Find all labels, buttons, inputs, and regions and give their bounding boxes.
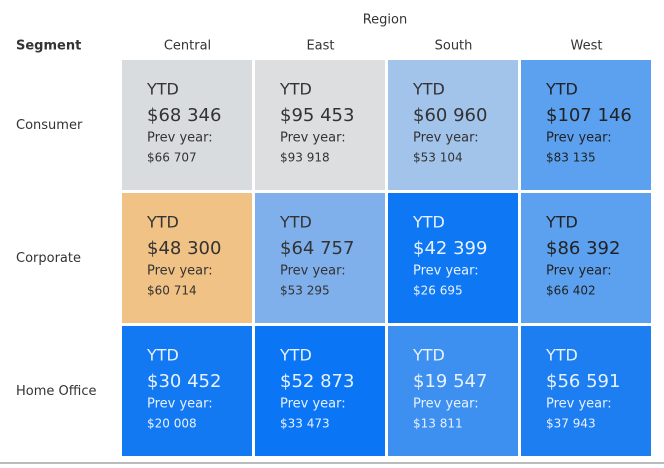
ytd-value: $19 547	[413, 371, 487, 392]
ytd-value: $107 146	[546, 105, 632, 126]
prev-value: $20 008	[147, 417, 197, 431]
ytd-value: $64 757	[280, 238, 354, 259]
ytd-label: YTD	[545, 346, 578, 365]
ytd-label: YTD	[146, 346, 179, 365]
cell	[388, 326, 518, 456]
cell	[388, 193, 518, 323]
prev-label: Prev year:	[280, 131, 346, 146]
prev-label: Prev year:	[413, 397, 479, 412]
cell	[521, 326, 651, 456]
prev-value: $66 402	[546, 284, 596, 298]
prev-value: $26 695	[413, 284, 463, 298]
prev-value: $33 473	[280, 417, 330, 431]
cell	[122, 193, 252, 323]
cell	[255, 60, 385, 190]
ytd-label: YTD	[279, 213, 312, 232]
prev-label: Prev year:	[147, 397, 213, 412]
cell	[122, 326, 252, 456]
cell	[521, 193, 651, 323]
ytd-value: $68 346	[147, 105, 221, 126]
prev-label: Prev year:	[413, 264, 479, 279]
ytd-value: $48 300	[147, 238, 221, 259]
cell	[521, 60, 651, 190]
ytd-label: YTD	[146, 213, 179, 232]
prev-value: $13 811	[413, 417, 463, 431]
ytd-label: YTD	[412, 346, 445, 365]
prev-label: Prev year:	[546, 131, 612, 146]
prev-value: $60 714	[147, 284, 197, 298]
prev-label: Prev year:	[280, 264, 346, 279]
row-header: Home Office	[16, 384, 96, 399]
prev-label: Prev year:	[546, 397, 612, 412]
cell	[122, 60, 252, 190]
prev-label: Prev year:	[413, 131, 479, 146]
cell	[255, 193, 385, 323]
prev-label: Prev year:	[280, 397, 346, 412]
prev-value: $53 104	[413, 151, 463, 165]
ytd-label: YTD	[279, 80, 312, 99]
prev-value: $83 135	[546, 151, 596, 165]
ytd-label: YTD	[279, 346, 312, 365]
prev-label: Prev year:	[546, 264, 612, 279]
column-header: West	[571, 39, 603, 54]
ytd-value: $42 399	[413, 238, 487, 259]
ytd-value: $86 392	[546, 238, 620, 259]
ytd-label: YTD	[545, 213, 578, 232]
column-title: Region	[363, 13, 408, 28]
ytd-label: YTD	[545, 80, 578, 99]
row-header: Consumer	[16, 118, 83, 133]
prev-label: Prev year:	[147, 131, 213, 146]
column-header: East	[306, 39, 334, 54]
ytd-value: $60 960	[413, 105, 487, 126]
column-header: South	[435, 39, 473, 54]
ytd-value: $52 873	[280, 371, 354, 392]
row-header: Corporate	[16, 251, 81, 266]
prev-value: $37 943	[546, 417, 596, 431]
ytd-value: $30 452	[147, 371, 221, 392]
prev-value: $93 918	[280, 151, 330, 165]
ytd-value: $95 453	[280, 105, 354, 126]
ytd-label: YTD	[412, 213, 445, 232]
ytd-label: YTD	[146, 80, 179, 99]
prev-value: $66 707	[147, 151, 197, 165]
row-title: Segment	[16, 39, 81, 54]
column-header: Central	[164, 39, 211, 54]
ytd-label: YTD	[412, 80, 445, 99]
prev-label: Prev year:	[147, 264, 213, 279]
cell	[255, 326, 385, 456]
cell	[388, 60, 518, 190]
ytd-value: $56 591	[546, 371, 620, 392]
prev-value: $53 295	[280, 284, 330, 298]
